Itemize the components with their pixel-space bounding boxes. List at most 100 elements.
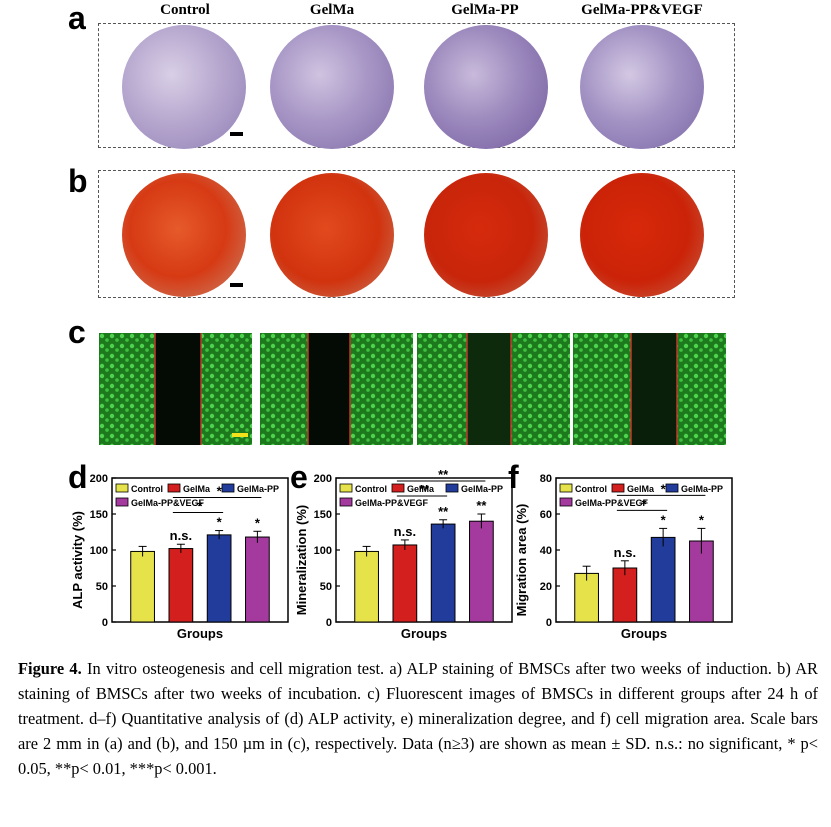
alp-dish-gelma [270,25,394,149]
chart-e-legend-swatch-3 [339,497,353,507]
chart-d-bar-0 [130,550,155,623]
chart-f-legend-swatch-2 [665,483,679,493]
ar-dish-control [122,173,246,297]
chart-e-legend-label-1: GelMa [407,484,435,494]
fluorescent-image-gelma-graphic [260,333,413,445]
chart-e-bar-0 [354,550,379,623]
fluorescent-image-gelma-pp-vegf [573,333,726,445]
chart-d-bar-annotation-2: * [217,515,223,530]
fluorescent-image-gelma-pp-graphic [417,333,570,445]
chart-f-comparison-annotation-0: * [641,496,647,511]
chart-e-ytick-label-2: 100 [314,545,332,557]
chart-f-ytick-label-3: 60 [540,509,552,521]
chart-d-legend-swatch-2 [221,483,235,493]
chart-e-comparison-annotation-0: ** [419,482,430,497]
alp-dish-gelma-pp-vegf [580,25,704,149]
chart-e-ylabel: Mineralization (%) [294,505,309,616]
chart-f-ytick-label-2: 40 [540,545,552,557]
chart-f-legend-label-2: GelMa-PP [681,484,723,494]
ar-dish-gelma-pp [424,173,548,297]
chart-d-legend-label-1: GelMa [183,484,211,494]
chart-e-ytick-label-3: 150 [314,509,332,521]
chart-f-bar-annotation-2: * [661,512,667,527]
chart-e-comparison-annotation-1: ** [438,467,449,482]
chart-f-panel-letter: f [508,459,519,495]
chart-f-legend-swatch-3 [559,497,573,507]
chart-d-legend-label-3: GelMa-PP&VEGF [131,498,205,508]
chart-e-ytick-label-4: 200 [314,473,332,485]
panel-label-c: c [68,314,86,350]
fluorescent-image-gelma-pp [417,333,570,445]
panel-label-b: b [68,163,88,199]
fluorescent-image-control [99,333,252,445]
chart-e-panel-letter: e [290,459,308,495]
scale-bar-a [230,132,243,136]
chart-d-legend-label-0: Control [131,484,163,494]
chart-e-xlabel: Groups [401,626,447,641]
chart-f-ytick-label-0: 0 [546,617,552,629]
chart-f-legend-swatch-0 [559,483,573,493]
chart-d-ytick-label-4: 200 [90,473,108,485]
chart-d-ylabel: ALP activity (%) [70,511,85,609]
chart-e-legend-label-0: Control [355,484,387,494]
chart-f-xlabel: Groups [621,626,667,641]
chart-e-legend-label-3: GelMa-PP&VEGF [355,498,429,508]
chart-e-legend-swatch-0 [339,483,353,493]
column-label-control: Control [160,2,210,18]
chart-d-legend-swatch-0 [115,483,129,493]
chart-f-legend-swatch-1 [611,483,625,493]
chart-d-bar-annotation-1: n.s. [170,528,192,543]
panel-label-a: a [68,0,86,36]
chart-d-legend-swatch-1 [167,483,181,493]
chart-f-ytick-label-4: 80 [540,473,552,485]
chart-d-ytick-label-3: 150 [90,509,108,521]
chart-e-bar-annotation-2: ** [438,504,449,519]
chart-e-ytick-label-1: 50 [320,581,332,593]
alp-dish-control [122,25,246,149]
chart-d-bar-1 [168,548,194,623]
chart-d-comparison-annotation-0: * [197,499,203,514]
chart-f-ylabel: Migration area (%) [514,504,529,617]
chart-f-bar-2 [650,536,676,623]
chart-d-legend-label-2: GelMa-PP [237,484,279,494]
fluorescent-image-gelma [260,333,413,445]
chart-f-legend-label-3: GelMa-PP&VEGF [575,498,649,508]
chart-d-panel-letter: d [68,459,88,495]
chart-f-bar-annotation-3: * [699,512,705,527]
chart-e-bar-1 [392,544,418,623]
chart-e-bar-annotation-1: n.s. [394,524,416,539]
caption-text: In vitro osteogenesis and cell migration… [18,659,818,778]
chart-f-bar-1 [612,567,638,623]
caption-label: Figure 4. [18,659,82,678]
alp-dish-gelma-pp [424,25,548,149]
column-label-gelma: GelMa [309,2,355,18]
chart-d-comparison-annotation-1: * [217,484,223,499]
chart-e-legend-label-2: GelMa-PP [461,484,503,494]
chart-e-legend-swatch-1 [391,483,405,493]
ar-dish-gelma-pp-vegf [580,173,704,297]
chart-d-bar-3 [245,536,270,623]
panel-b-frame [98,170,735,298]
chart-e-legend-swatch-2 [445,483,459,493]
chart-e-bar-3 [469,520,494,623]
chart-f-legend-label-1: GelMa [627,484,655,494]
fluorescent-image-control-graphic [99,333,252,445]
panel-a-frame [98,23,735,148]
chart-d-bar-annotation-3: * [255,515,261,530]
chart-d-legend-swatch-3 [115,497,129,507]
column-label-gelma-pp-vegf: GelMa-PP&VEGF [581,2,703,18]
chart-d-xlabel: Groups [177,626,223,641]
chart-e-bar-2 [430,523,456,623]
scale-bar-b [230,283,243,287]
chart-f-ytick-label-1: 20 [540,581,552,593]
chart-e-bar-annotation-3: ** [476,498,487,513]
chart-e-ytick-label-0: 0 [326,617,332,629]
chart-d-ytick-label-1: 50 [96,581,108,593]
chart-d-ytick-label-2: 100 [90,545,108,557]
column-label-gelma-pp: GelMa-PP [451,2,519,18]
ar-dish-gelma [270,173,394,297]
chart-f-bar-0 [574,572,599,623]
figure-caption: Figure 4. In vitro osteogenesis and cell… [18,656,818,781]
chart-d-bar-2 [206,534,232,623]
